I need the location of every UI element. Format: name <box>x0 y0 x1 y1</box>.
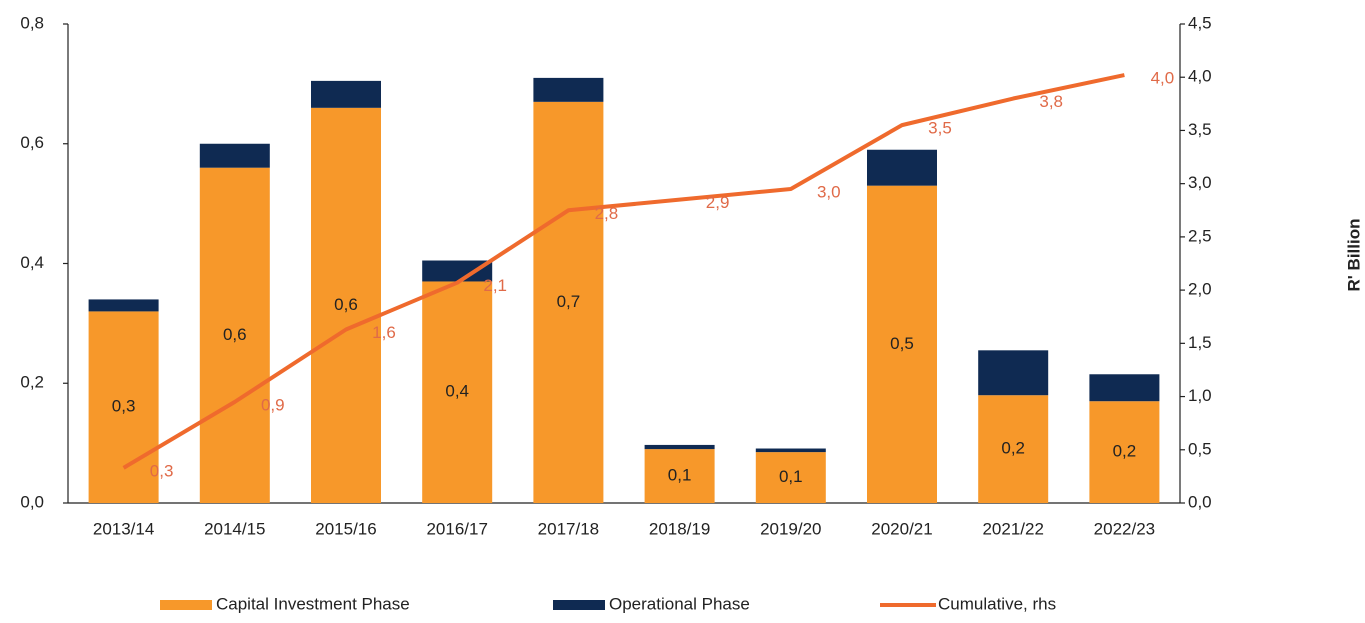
line-value-label: 2,9 <box>706 193 730 212</box>
bar-segment <box>867 185 937 503</box>
bar-value-label: 0,3 <box>112 397 136 416</box>
bar-value-label: 0,2 <box>1113 442 1137 461</box>
bar-value-label: 0,1 <box>779 467 803 486</box>
x-tick-label: 2013/14 <box>93 519 154 538</box>
bar-segment <box>978 395 1049 503</box>
bar-segment <box>88 299 159 312</box>
y-tick-label: 0,2 <box>20 373 44 392</box>
legend-swatch <box>553 600 605 610</box>
bar-segment <box>199 167 270 503</box>
x-tick-label: 2019/20 <box>760 519 821 538</box>
bar-segment <box>422 281 493 503</box>
line-value-label: 3,5 <box>928 119 952 138</box>
y-tick-label: 0,4 <box>20 253 44 272</box>
y2-tick-label: 3,5 <box>1188 120 1212 139</box>
bar-segment <box>755 448 826 453</box>
bar-segment <box>867 149 937 186</box>
bar-segment <box>644 449 715 503</box>
line-value-label: 0,3 <box>150 461 174 480</box>
y-tick-label: 0,8 <box>20 13 44 32</box>
y2-tick-label: 3,0 <box>1188 173 1212 192</box>
bar-value-label: 0,4 <box>445 382 469 401</box>
bar-value-label: 0,6 <box>334 295 358 314</box>
y2-tick-label: 4,0 <box>1188 67 1212 86</box>
y2-tick-label: 1,5 <box>1188 333 1212 352</box>
cumulative-line <box>122 73 1125 470</box>
bar-value-label: 0,7 <box>557 292 581 311</box>
bar-segment <box>311 107 381 503</box>
bar-segment <box>88 311 159 503</box>
x-tick-label: 2016/17 <box>426 519 487 538</box>
bar-segment <box>422 260 493 282</box>
bar-segment <box>978 350 1049 396</box>
x-tick-label: 2018/19 <box>649 519 710 538</box>
y2-tick-label: 4,5 <box>1188 13 1212 32</box>
bar-segment <box>533 101 604 504</box>
x-tick-label: 2021/22 <box>982 519 1043 538</box>
legend-swatch <box>160 600 212 610</box>
line-value-label: 3,8 <box>1039 92 1063 111</box>
x-tick-label: 2014/15 <box>204 519 265 538</box>
x-tick-label: 2015/16 <box>315 519 376 538</box>
bar-segment <box>311 80 381 108</box>
y2-axis-label: R' Billion <box>1344 219 1363 292</box>
legend-label: Operational Phase <box>609 594 750 613</box>
x-tick-label: 2020/21 <box>871 519 932 538</box>
bar-value-label: 0,1 <box>668 466 692 485</box>
y2-tick-label: 2,5 <box>1188 226 1212 245</box>
x-tick-label: 2017/18 <box>538 519 599 538</box>
bar-value-label: 0,2 <box>1001 439 1025 458</box>
y2-tick-label: 2,0 <box>1188 280 1212 299</box>
y2-tick-label: 0,5 <box>1188 439 1212 458</box>
line-value-label: 2,8 <box>595 204 619 223</box>
bar-value-label: 0,6 <box>223 325 247 344</box>
x-tick-label: 2022/23 <box>1094 519 1155 538</box>
legend-label: Cumulative, rhs <box>938 594 1056 613</box>
bar-value-label: 0,5 <box>890 334 914 353</box>
bar-segment <box>199 143 270 168</box>
legend-label: Capital Investment Phase <box>216 594 410 613</box>
y-tick-label: 0,0 <box>20 492 44 511</box>
y2-tick-label: 1,0 <box>1188 386 1212 405</box>
bar-segment <box>755 452 826 503</box>
bar-segment <box>533 77 604 102</box>
line-value-label: 4,0 <box>1151 69 1175 88</box>
line-value-label: 3,0 <box>817 182 841 201</box>
line-value-label: 2,1 <box>483 276 507 295</box>
bar-segment <box>1089 374 1160 402</box>
line-value-label: 0,9 <box>261 395 285 414</box>
y2-tick-label: 0,0 <box>1188 492 1212 511</box>
line-value-label: 1,6 <box>372 323 396 342</box>
y-tick-label: 0,6 <box>20 133 44 152</box>
bar-segment <box>644 444 715 450</box>
bar-segment <box>1089 401 1160 503</box>
